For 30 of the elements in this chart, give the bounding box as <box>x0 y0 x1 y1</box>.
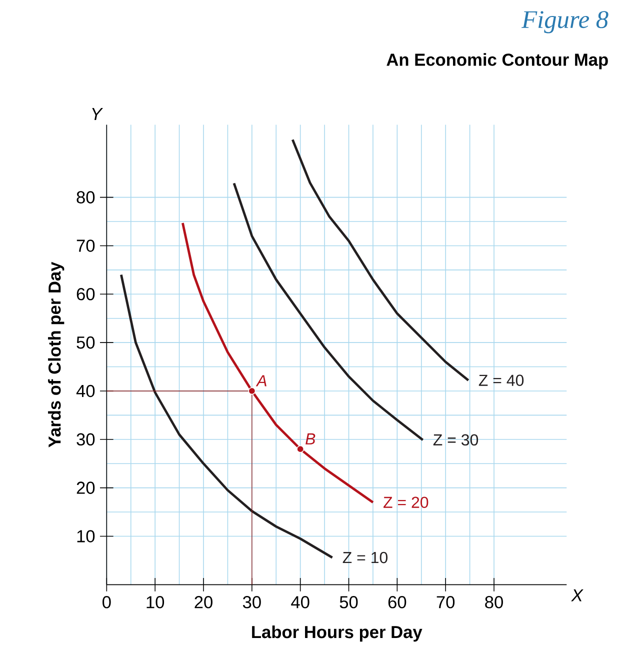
x-tick-label: 60 <box>388 596 406 608</box>
text: Y <box>92 108 103 120</box>
series-label: Z = 10 <box>342 552 388 564</box>
annotation: B <box>306 433 316 444</box>
chart-subtitle: Figure 8 <box>521 11 608 34</box>
x-tick-label: 30 <box>242 596 261 608</box>
x-tick-label: 70 <box>436 596 455 608</box>
series-label: Z = 20 <box>384 496 428 508</box>
y-tick-label: 10 <box>77 530 95 542</box>
series-label: Z = 30 <box>433 434 478 446</box>
x-axis-title: Labor Hours per Day <box>252 625 422 642</box>
series-label: Z = 40 <box>478 374 524 386</box>
y-tick-label: 50 <box>76 336 95 349</box>
x-tick-label: 80 <box>485 596 503 608</box>
chart-title: An Economic Contour Map <box>386 53 608 70</box>
y-tick-label: 60 <box>76 288 95 300</box>
x-tick-label: 20 <box>194 596 212 608</box>
line-series <box>120 274 334 559</box>
y-tick-label: 40 <box>76 384 95 398</box>
y-tick-label: 20 <box>76 482 95 494</box>
x-tick-label: 50 <box>340 596 358 608</box>
y-tick-label: 30 <box>76 433 95 446</box>
y-axis-title: Yards of Cloth per Day <box>48 262 64 448</box>
annotation: A <box>256 375 266 386</box>
y-tick-label: 70 <box>76 240 95 252</box>
x-tick-label: 0 <box>102 596 111 608</box>
y-tick-label: 80 <box>76 191 95 204</box>
x-tick-label: 40 <box>291 596 310 608</box>
text: X <box>571 589 584 602</box>
x-tick-label: 10 <box>146 596 164 608</box>
